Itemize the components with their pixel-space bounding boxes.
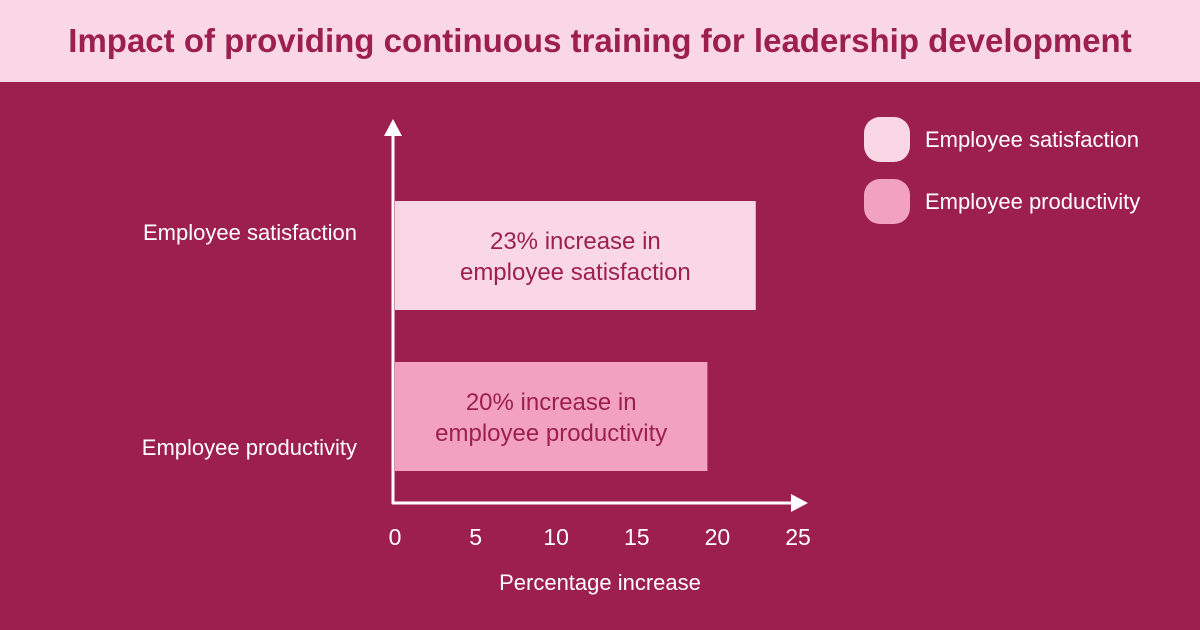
category-label: Employee productivity <box>142 435 357 460</box>
data-label: 20% increase in <box>466 389 637 416</box>
bar-employee-satisfaction <box>395 201 756 310</box>
x-axis-arrow-icon <box>791 494 808 512</box>
data-label: employee satisfaction <box>460 259 691 286</box>
x-tick-label: 15 <box>624 524 650 550</box>
legend-label: Employee productivity <box>925 189 1140 214</box>
category-label: Employee satisfaction <box>143 220 357 245</box>
y-axis-arrow-icon <box>384 119 402 136</box>
data-label: employee productivity <box>435 420 667 447</box>
legend-swatch-icon <box>864 179 910 224</box>
bar-employee-productivity <box>395 362 708 471</box>
x-tick-label: 20 <box>705 524 731 550</box>
x-tick-label: 25 <box>785 524 811 550</box>
x-axis-label: Percentage increase <box>499 570 701 595</box>
legend-label: Employee satisfaction <box>925 127 1139 152</box>
chart-title: Impact of providing continuous training … <box>68 22 1132 59</box>
title-banner: Impact of providing continuous training … <box>0 0 1200 82</box>
x-tick-label: 10 <box>543 524 569 550</box>
x-tick-label: 5 <box>469 524 482 550</box>
x-tick-label: 0 <box>389 524 402 550</box>
data-label: 23% increase in <box>490 228 661 255</box>
legend-swatch-icon <box>864 117 910 162</box>
